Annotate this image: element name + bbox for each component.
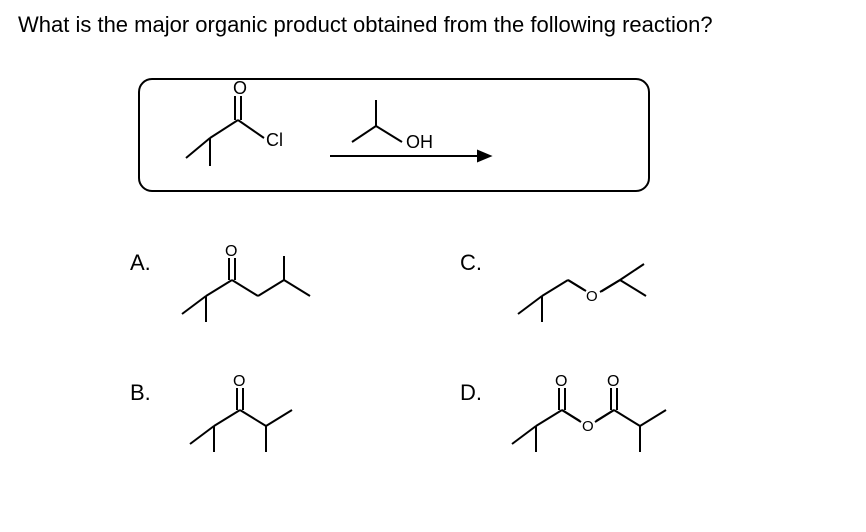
option-D-structure: O O O bbox=[496, 374, 736, 469]
option-A-label: A. bbox=[130, 250, 151, 276]
option-B-structure: O bbox=[170, 374, 370, 469]
question-text: What is the major organic product obtain… bbox=[18, 12, 713, 38]
option-C-structure: O O bbox=[500, 244, 710, 339]
reagent-OH-label: OH bbox=[406, 132, 433, 152]
option-A-O2: O bbox=[225, 244, 237, 260]
svg-text:.: . bbox=[252, 311, 253, 313]
option-C-O2: O bbox=[586, 288, 598, 305]
option-D-O2: O bbox=[607, 374, 619, 390]
reactant-Cl-label: Cl bbox=[266, 130, 283, 150]
option-D-Oc: O bbox=[582, 418, 594, 435]
reactant-O-label: O bbox=[233, 80, 247, 98]
option-B-label: B. bbox=[130, 380, 151, 406]
reaction-svg: O Cl OH bbox=[140, 80, 648, 190]
option-B-O: O bbox=[233, 374, 245, 390]
option-D-O1: O bbox=[555, 374, 567, 390]
option-C-label: C. bbox=[460, 250, 482, 276]
option-D-label: D. bbox=[460, 380, 482, 406]
reaction-box: O Cl OH bbox=[138, 78, 650, 192]
option-A-structure2: O . bbox=[164, 244, 374, 339]
